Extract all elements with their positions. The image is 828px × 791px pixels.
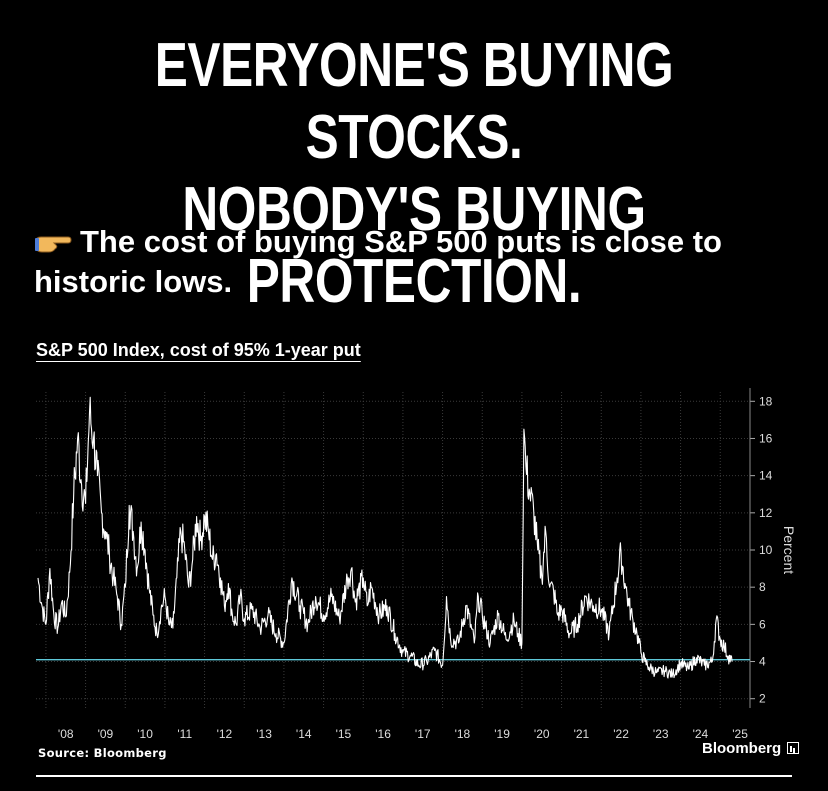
y-tick-label: 16	[759, 431, 773, 445]
x-tick-label: '11	[177, 727, 192, 741]
x-tick-label: '16	[375, 727, 391, 741]
pointing-hand-icon	[35, 236, 72, 253]
bloomberg-terminal-icon	[787, 742, 800, 754]
x-tick-label: '18	[455, 727, 471, 741]
brand-logo: Bloomberg	[702, 740, 800, 757]
x-tick-label: '15	[336, 727, 352, 741]
y-tick-label: 8	[759, 580, 766, 594]
x-tick-label: '14	[296, 727, 312, 741]
x-tick-label: '12	[217, 727, 233, 741]
x-tick-label: '08	[58, 727, 74, 741]
y-tick-label: 10	[759, 543, 773, 557]
x-tick-label: '10	[137, 727, 153, 741]
chart-title: S&P 500 Index, cost of 95% 1-year put	[36, 340, 361, 360]
headline-line-1: EVERYONE'S BUYING STOCKS.	[154, 31, 674, 172]
x-tick-label: '22	[613, 727, 629, 741]
x-tick-label: '23	[653, 727, 669, 741]
x-tick-label: '19	[494, 727, 510, 741]
y-tick-label: 12	[759, 506, 773, 520]
x-tick-label: '24	[693, 727, 709, 741]
y-axis-label: Percent	[781, 526, 797, 574]
subhead-text: The cost of buying S&P 500 puts is close…	[34, 224, 722, 299]
brand-name: Bloomberg	[702, 740, 782, 757]
subhead: The cost of buying S&P 500 puts is close…	[34, 222, 804, 302]
y-tick-label: 14	[759, 469, 773, 483]
headline-line-2: NOBODY'S BUYING PROTECTION.	[182, 175, 646, 316]
x-tick-label: '13	[256, 727, 272, 741]
x-tick-label: '25	[732, 727, 748, 741]
y-tick-label: 6	[759, 617, 766, 631]
y-tick-label: 2	[759, 692, 766, 706]
bottom-rule	[36, 775, 792, 777]
x-tick-label: '17	[415, 727, 431, 741]
y-tick-label: 18	[759, 394, 773, 408]
series-line	[37, 396, 733, 679]
x-tick-label: '21	[574, 727, 590, 741]
x-tick-label: '20	[534, 727, 550, 741]
source-note: Source: Bloomberg	[38, 746, 167, 760]
y-tick-label: 4	[759, 655, 766, 669]
x-tick-label: '09	[98, 727, 114, 741]
headline: EVERYONE'S BUYING STOCKS. NOBODY'S BUYIN…	[83, 30, 745, 318]
